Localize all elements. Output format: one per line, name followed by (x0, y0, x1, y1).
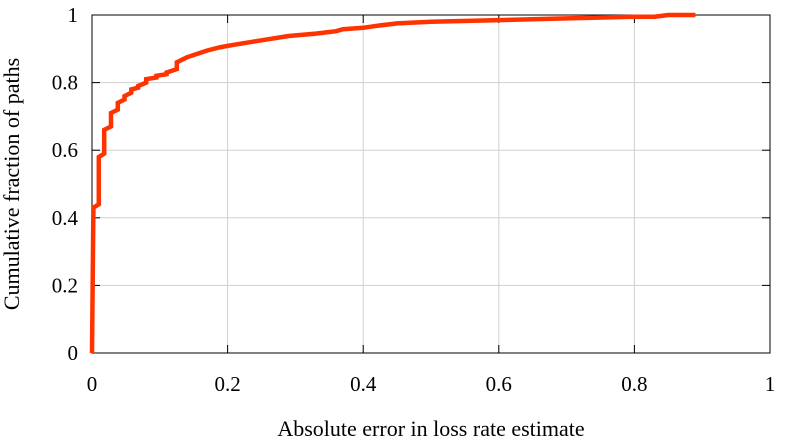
series-layer (89, 12, 696, 354)
x-tick-label: 0.4 (350, 372, 377, 396)
x-tick-label: 0 (87, 372, 98, 396)
y-tick-label: 0.2 (52, 273, 78, 297)
y-tick-label: 0.8 (52, 71, 78, 95)
x-tick-label: 0.2 (214, 372, 240, 396)
y-axis-label: Cumulative fraction of paths (0, 58, 24, 310)
y-tick-label: 1 (68, 3, 79, 27)
grid (92, 15, 770, 353)
plot-frame (91, 14, 771, 354)
x-tick-label: 1 (765, 372, 776, 396)
y-tick-label: 0 (68, 341, 79, 365)
axis-ticks: 0 0.2 0.4 0.6 0.8 1 0 0.2 0.4 0.6 0.8 1 (52, 3, 776, 396)
y-tick-label: 0.4 (52, 206, 79, 230)
cdf-line (89, 12, 696, 354)
x-tick-label: 0.8 (621, 372, 647, 396)
x-axis-label: Absolute error in loss rate estimate (277, 416, 584, 441)
x-tick-label: 0.6 (486, 372, 512, 396)
y-tick-label: 0.6 (52, 138, 78, 162)
